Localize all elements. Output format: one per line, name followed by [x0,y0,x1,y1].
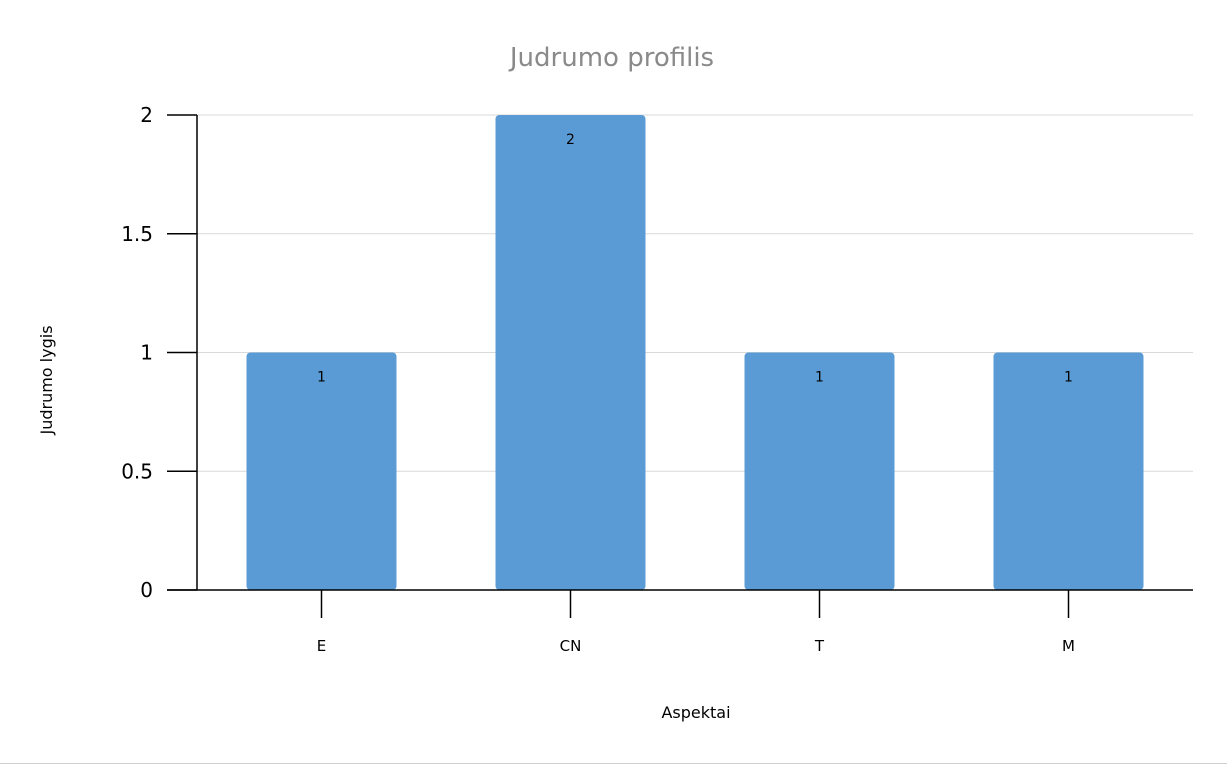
bar-m [993,352,1144,590]
chart-title: Judrumo profilis [508,43,714,73]
x-axis-ticks: E CN T M [317,590,1075,655]
y-tick-label: 0 [140,578,153,602]
data-label: 2 [566,132,575,148]
data-label: 1 [1064,370,1073,386]
y-axis-label: Judrumo lygis [37,325,56,435]
x-axis-label: Aspektai [661,703,730,722]
x-tick-label: E [317,637,326,655]
data-label: 1 [815,370,824,386]
x-tick-label: T [814,637,825,655]
y-axis-ticks: 0 0.5 1 1.5 2 [121,103,197,602]
y-tick-label: 0.5 [121,459,153,483]
bar-cn [495,115,646,590]
x-tick-label: CN [560,637,582,655]
data-labels: 1 2 1 1 [317,132,1073,386]
x-tick-label: M [1062,637,1075,655]
bar-e [246,352,397,590]
y-tick-label: 1.5 [121,222,153,246]
bar-t [744,352,895,590]
y-tick-label: 2 [140,103,153,127]
bars [246,115,1144,590]
data-label: 1 [317,370,326,386]
y-tick-label: 1 [140,341,153,365]
